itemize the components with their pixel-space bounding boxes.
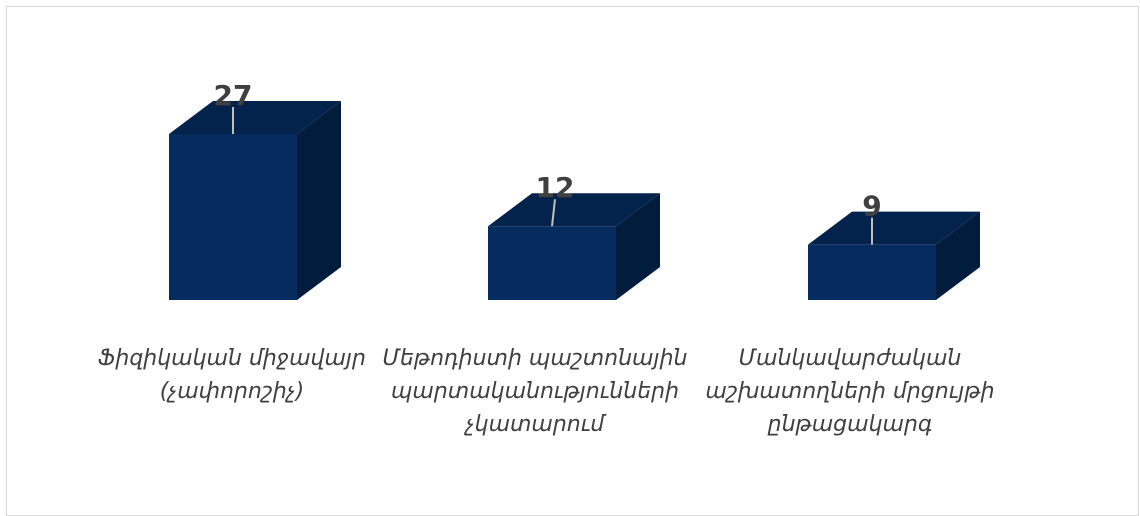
data-label-2: 12 [536,171,575,204]
data-label-3: 9 [862,190,881,223]
bar-3-side [936,211,980,300]
bar-1-top [169,101,341,134]
category-label-1: Ֆիզիկական միջավայր (չափորոշիչ) [98,346,366,404]
bar-1-side [297,101,341,300]
bar-2 [488,226,616,300]
bar-3-top [808,211,980,245]
data-label-1: 27 [214,79,253,112]
leader-line-2 [551,199,556,227]
bar-3 [808,244,936,300]
category-label-3: Մանկավարժական աշխատողների մրցույթի ընթաց… [705,346,995,437]
bar-2-side [616,193,660,300]
bar-1 [169,134,297,300]
category-label-2: Մեթոդիստի պաշտոնային պարտականությունների… [382,346,688,437]
bar-2-top [488,193,660,227]
